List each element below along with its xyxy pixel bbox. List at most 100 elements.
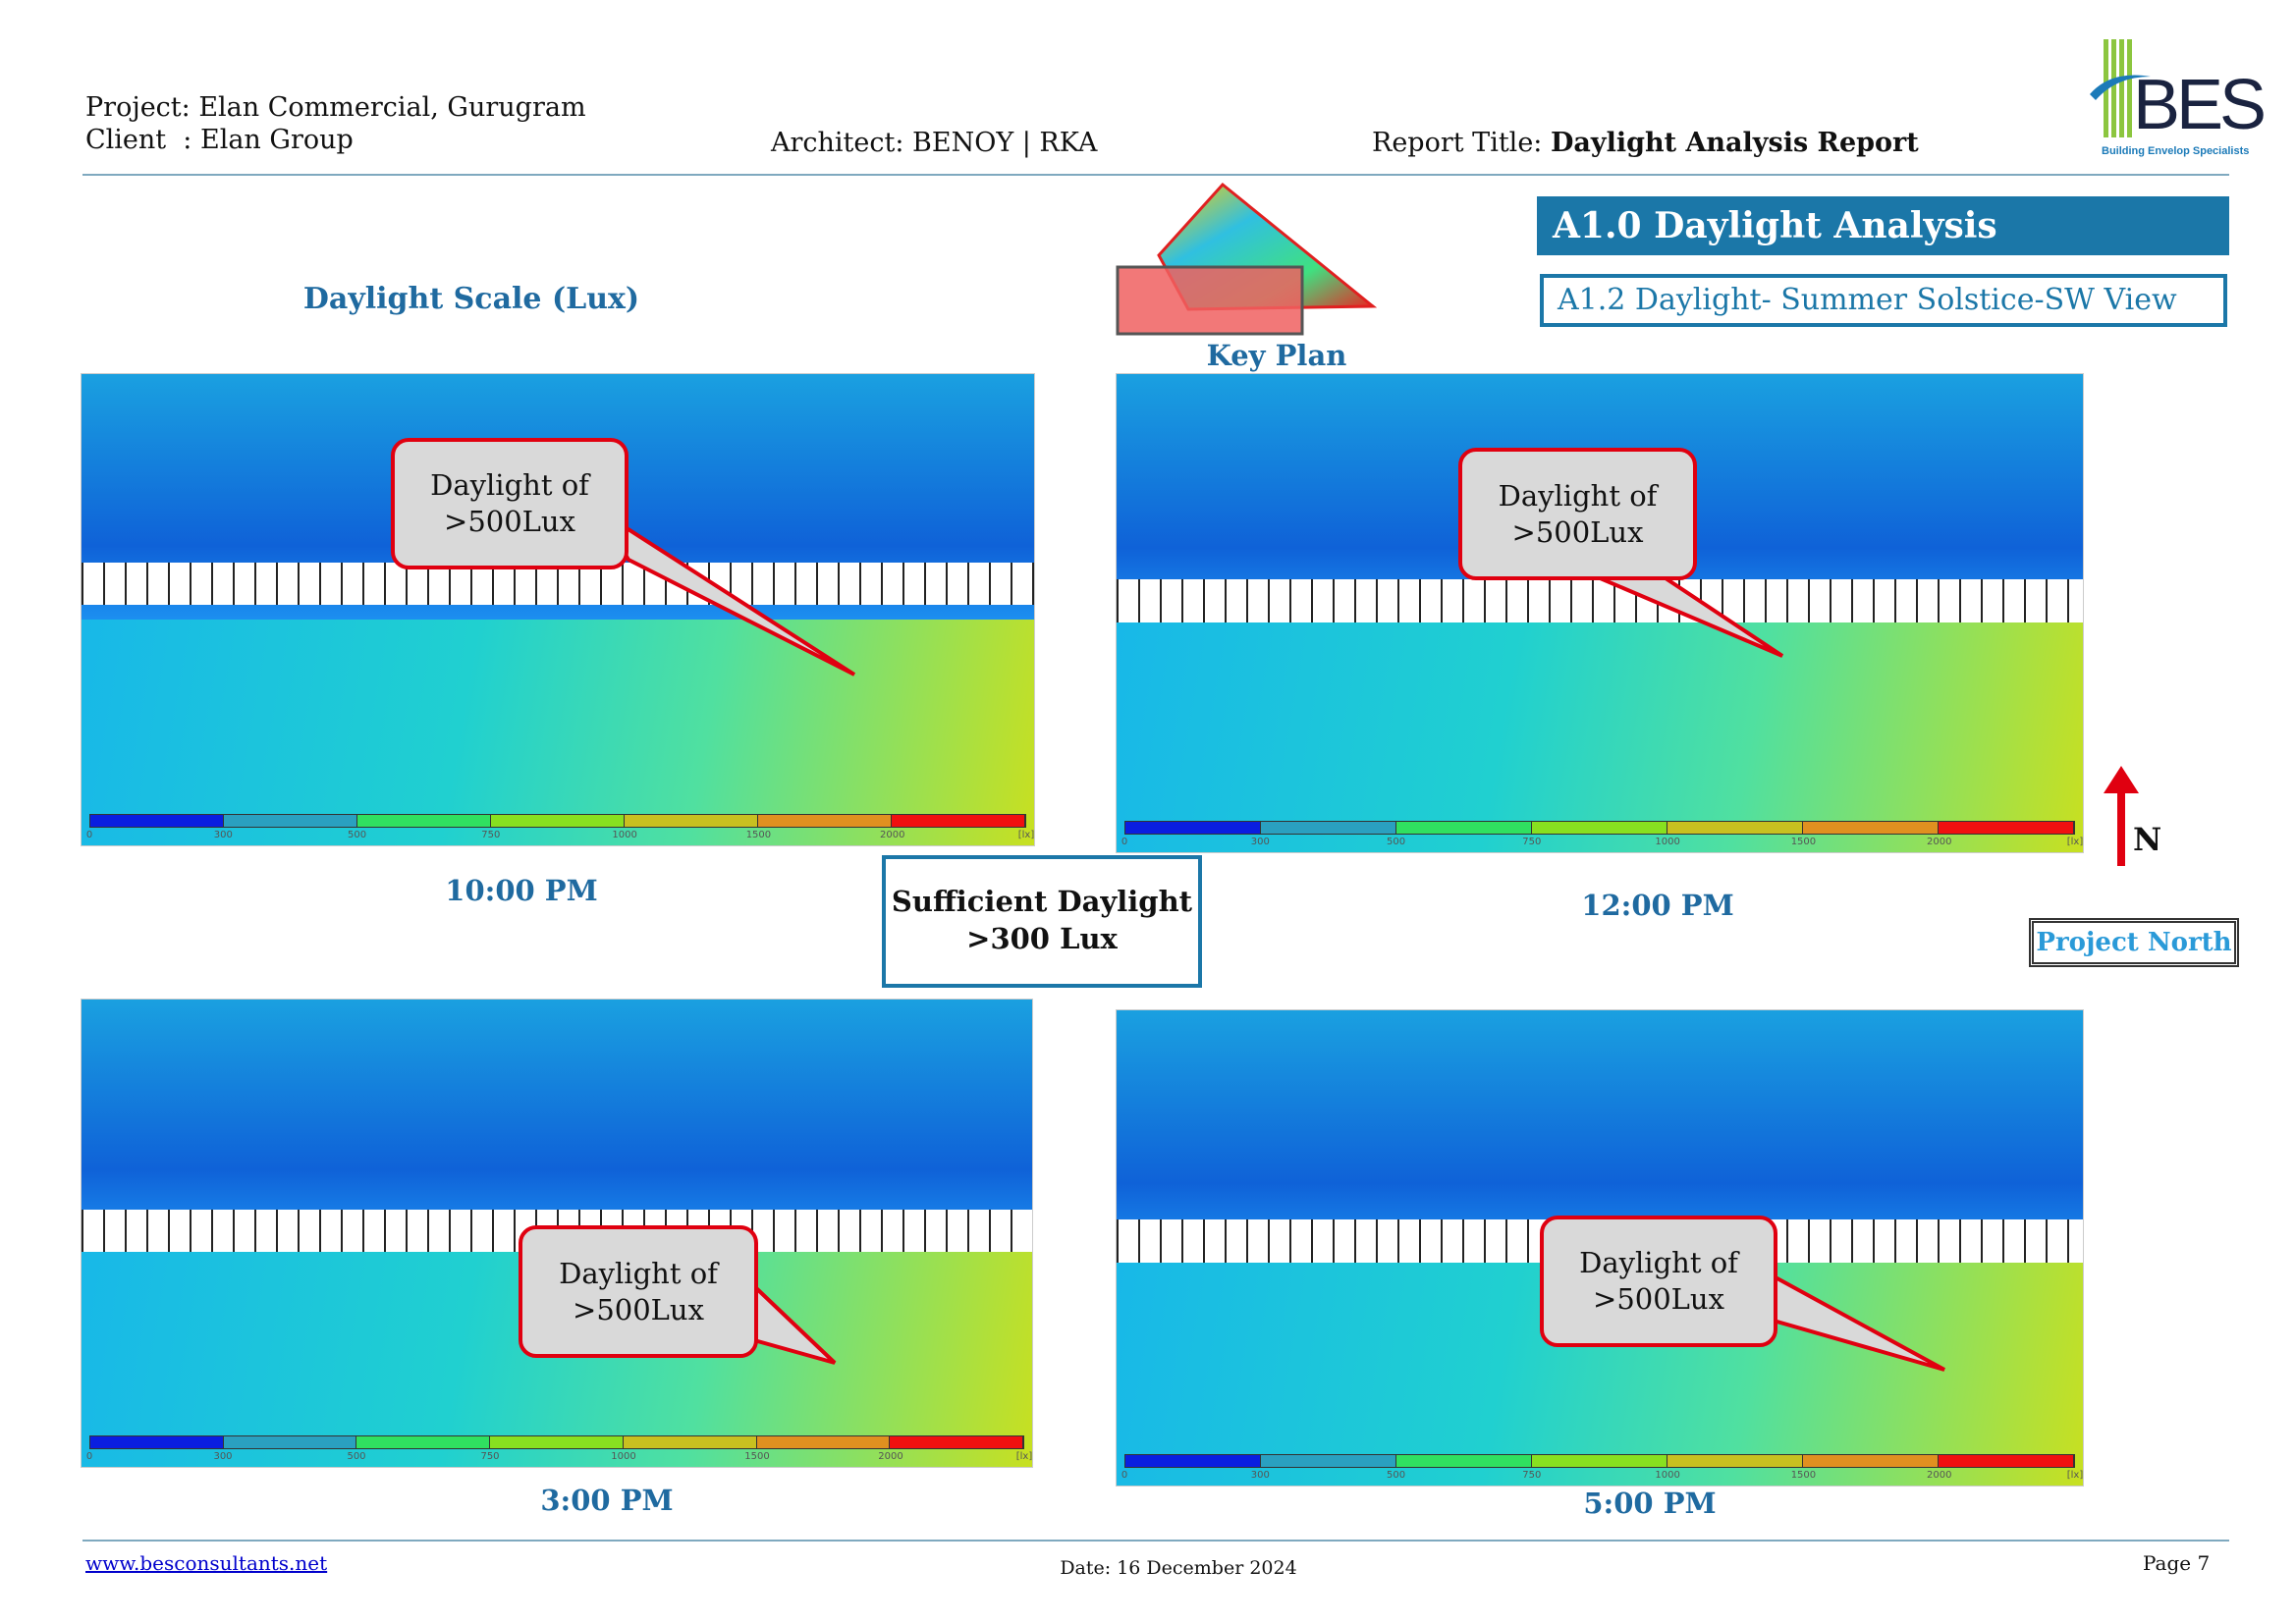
scale-tick-label: [lx] xyxy=(1015,1451,1033,1462)
scale-tick-label: 500 xyxy=(347,1451,366,1462)
scale-segment xyxy=(892,815,1025,827)
scale-segment xyxy=(357,815,491,827)
glazing-band xyxy=(1117,579,2083,623)
callout-text: Daylight of xyxy=(430,468,589,502)
lux-scale-bar xyxy=(1124,821,2075,835)
scale-segment xyxy=(1667,822,1803,834)
scale-segment xyxy=(224,815,357,827)
floor-render xyxy=(1117,622,2083,852)
scale-tick-label: 300 xyxy=(213,1451,233,1462)
report-title: Report Title: Daylight Analysis Report xyxy=(1372,128,1919,158)
sufficient-daylight-line2: >300 Lux xyxy=(966,922,1118,955)
glazing-band xyxy=(82,563,1034,606)
scale-tick-label: 2000 xyxy=(1926,837,1952,847)
scale-tick-label: 750 xyxy=(1522,837,1542,847)
scale-segment xyxy=(758,815,892,827)
callout-text: >500Lux xyxy=(1511,514,1644,549)
scale-tick-label: 2000 xyxy=(878,1451,903,1462)
scale-tick-label: 750 xyxy=(481,830,501,840)
scale-segment xyxy=(625,815,758,827)
time-label-300pm: 3:00 PM xyxy=(540,1484,674,1517)
scale-tick-label: [lx] xyxy=(1017,830,1035,840)
sufficient-daylight-line1: Sufficient Daylight xyxy=(891,885,1193,918)
scale-segment xyxy=(490,1436,624,1448)
callout-text: Daylight of xyxy=(1498,478,1658,513)
floor-render xyxy=(82,619,1034,845)
callout-text: Daylight of xyxy=(559,1256,718,1290)
scale-tick-label: 750 xyxy=(480,1451,500,1462)
key-plan-label: Key Plan xyxy=(1206,339,1347,372)
scale-segment xyxy=(1667,1455,1803,1467)
scale-segment xyxy=(1803,1455,1939,1467)
scale-tick-label: [lx] xyxy=(2066,837,2084,847)
logo-tagline: Building Envelop Specialists xyxy=(2102,145,2250,157)
scale-tick-label: 300 xyxy=(1250,1470,1270,1481)
section-subtitle: A1.2 Daylight- Summer Solstice-SW View xyxy=(1540,274,2227,327)
header-divider xyxy=(82,174,2229,176)
scale-segment xyxy=(1532,1455,1667,1467)
time-label-1000pm: 10:00 PM xyxy=(445,874,598,907)
scale-segment xyxy=(1532,822,1667,834)
ceiling-render xyxy=(82,1000,1032,1243)
scale-segment xyxy=(1939,822,2074,834)
scale-segment xyxy=(90,815,224,827)
scale-tick-label: 500 xyxy=(1387,837,1406,847)
bes-logo: BES Building Envelop Specialists xyxy=(2082,35,2267,163)
scale-tick-label: [lx] xyxy=(2066,1470,2084,1481)
scale-segment xyxy=(1125,822,1261,834)
callout-text: >500Lux xyxy=(444,505,575,538)
scale-segment xyxy=(1803,822,1939,834)
lux-scale-bar xyxy=(1124,1454,2075,1468)
scale-tick-label: 1000 xyxy=(612,830,637,840)
project-north-box: Project North xyxy=(2029,918,2239,967)
website-link[interactable]: www.besconsultants.net xyxy=(85,1551,328,1575)
scale-tick-label: 300 xyxy=(213,830,233,840)
lux-scale-bar xyxy=(89,1435,1024,1449)
report-title-value: Daylight Analysis Report xyxy=(1550,128,1919,158)
scale-tick-label: 1000 xyxy=(611,1451,636,1462)
scale-tick-label: 750 xyxy=(1522,1470,1542,1481)
scale-segment xyxy=(223,1436,357,1448)
scale-segment xyxy=(1396,822,1532,834)
section-title: A1.0 Daylight Analysis xyxy=(1537,196,2229,255)
architect: Architect: BENOY | RKA xyxy=(771,128,1098,158)
callout-text: Daylight of xyxy=(1579,1246,1738,1279)
page-number: Page 7 xyxy=(2143,1551,2211,1575)
north-arrow-icon xyxy=(2104,766,2139,866)
client-name: Client : Elan Group xyxy=(85,125,354,155)
scale-tick-label: 1000 xyxy=(1655,1470,1680,1481)
scale-tick-label: 2000 xyxy=(1926,1470,1952,1481)
footer-divider xyxy=(82,1540,2229,1542)
lux-scale-labels: 0 300 500 750 1000 1500 2000 [lx] xyxy=(1121,1470,2083,1484)
scale-tick-label: 2000 xyxy=(879,830,905,840)
scale-tick-label: 300 xyxy=(1250,837,1270,847)
daylight-render-1000pm: 0 300 500 750 1000 1500 2000 [lx] xyxy=(81,373,1035,846)
callout-300pm: Daylight of >500Lux xyxy=(519,1225,758,1358)
scale-tick-label: 1500 xyxy=(1790,1470,1817,1481)
scale-segment xyxy=(1261,822,1396,834)
daylight-scale-label: Daylight Scale (Lux) xyxy=(302,282,640,316)
scale-tick-label: 0 xyxy=(1121,1470,1128,1481)
scale-segment xyxy=(623,1436,757,1448)
callout-text: >500Lux xyxy=(1593,1282,1724,1316)
scale-tick-label: 1500 xyxy=(1790,837,1817,847)
lux-scale-labels: 0 300 500 750 1000 1500 2000 [lx] xyxy=(1121,837,2083,850)
callout-text: >500Lux xyxy=(573,1292,704,1326)
scale-segment xyxy=(1396,1455,1532,1467)
scale-segment xyxy=(90,1436,224,1448)
scale-segment xyxy=(756,1436,891,1448)
scale-segment xyxy=(1261,1455,1396,1467)
footer-date: Date: 16 December 2024 xyxy=(1060,1557,1297,1579)
scale-segment xyxy=(1125,1455,1261,1467)
callout-500pm: Daylight of >500Lux xyxy=(1540,1216,1777,1347)
scale-segment xyxy=(356,1436,491,1448)
callout-1000pm: Daylight of >500Lux xyxy=(391,438,629,569)
lux-scale-bar xyxy=(89,814,1026,828)
scale-tick-label: 500 xyxy=(1387,1470,1406,1481)
report-title-label: Report Title: xyxy=(1372,128,1551,158)
bes-logo-graphic xyxy=(2090,39,2151,137)
scale-segment xyxy=(1939,1455,2074,1467)
scale-segment xyxy=(890,1436,1024,1448)
lux-scale-labels: 0 300 500 750 1000 1500 2000 [lx] xyxy=(86,830,1034,843)
